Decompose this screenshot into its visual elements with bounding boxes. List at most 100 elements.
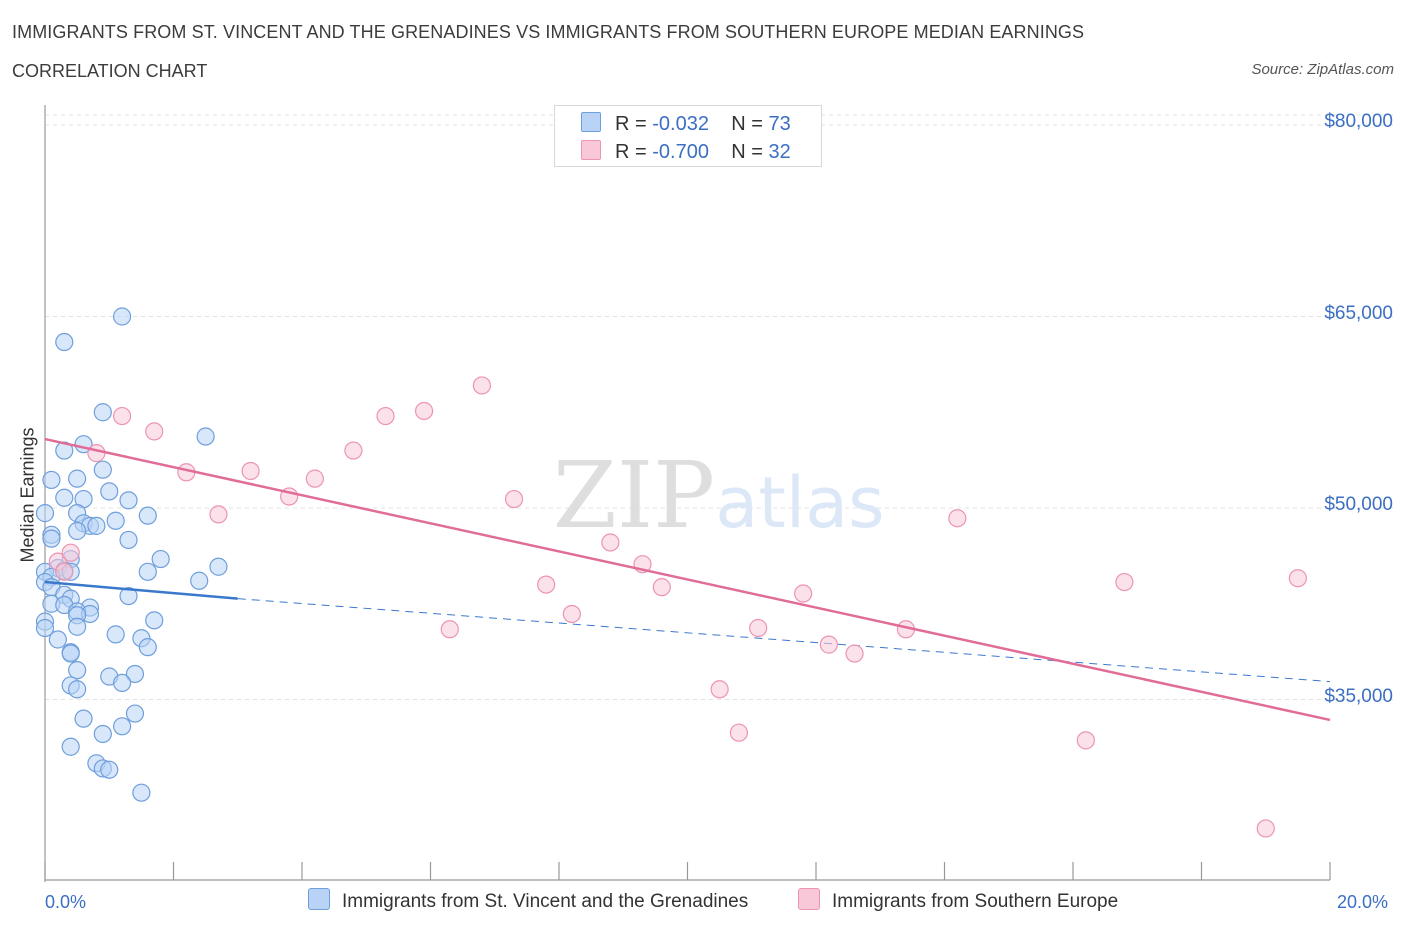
point-blue-60 [68, 680, 87, 699]
point-pink-25 [794, 584, 813, 603]
point-blue-61 [125, 704, 145, 723]
point-pink-13 [414, 401, 434, 421]
y-tick-label-80000: $80,000 [1324, 111, 1393, 132]
watermark-zip: ZIP [553, 442, 715, 549]
point-blue-16 [106, 511, 125, 530]
data-points [35, 307, 1331, 838]
y-axis-label: Median Earnings [17, 427, 38, 563]
point-blue-1 [112, 307, 132, 326]
bottom-legend-swatch-blue [308, 888, 330, 910]
legend-row-pink: R = -0.700 N = 32 [581, 140, 791, 164]
point-pink-21 [652, 578, 671, 597]
point-pink-10 [305, 469, 324, 488]
legend-r-label: R = [615, 141, 647, 163]
axes [44, 105, 1331, 882]
point-blue-49 [106, 625, 125, 644]
point-blue-33 [190, 571, 209, 590]
point-blue-65 [61, 737, 80, 756]
watermark: ZIP atlas [553, 442, 885, 549]
point-blue-13 [35, 504, 55, 523]
point-blue-15 [138, 506, 157, 525]
point-blue-9 [100, 482, 119, 501]
x-tick-label-right: 20.0% [1337, 892, 1389, 912]
point-pink-5 [145, 422, 164, 441]
trend-line-blue [44, 580, 238, 600]
point-pink-16 [504, 489, 524, 509]
point-blue-58 [112, 673, 132, 693]
point-blue-8 [68, 469, 87, 488]
point-pink-18 [562, 604, 581, 624]
point-pink-30 [1076, 731, 1095, 750]
point-blue-0 [55, 332, 74, 352]
point-blue-46 [145, 611, 164, 630]
legend-n-label: N = [731, 141, 763, 163]
point-blue-57 [125, 664, 145, 684]
point-blue-6 [93, 460, 112, 479]
point-blue-54 [61, 644, 80, 663]
legend-swatch-blue [581, 112, 601, 132]
watermark-atlas: atlas [715, 462, 884, 544]
point-pink-7 [209, 505, 228, 524]
point-blue-12 [119, 491, 138, 510]
x-tick-label-left: 0.0% [45, 892, 87, 912]
bottom-legend-blue: Immigrants from St. Vincent and the Gren… [308, 888, 748, 913]
point-pink-33 [1256, 819, 1275, 838]
point-pink-31 [1115, 572, 1134, 592]
point-pink-19 [601, 533, 620, 552]
point-pink-32 [1288, 569, 1307, 588]
legend-swatch-pink [581, 140, 601, 160]
point-pink-14 [440, 620, 459, 639]
point-blue-22 [42, 529, 61, 548]
point-blue-20 [68, 521, 87, 541]
bottom-legend-swatch-pink [798, 888, 820, 910]
legend-row-blue: R = -0.032 N = 73 [581, 112, 791, 136]
point-blue-63 [112, 717, 132, 736]
y-tick-label-35000: $35,000 [1324, 685, 1393, 707]
point-pink-11 [344, 441, 363, 460]
trend-line-pink [44, 437, 1331, 722]
point-blue-2 [93, 403, 112, 422]
point-blue-23 [119, 530, 138, 550]
point-blue-19 [87, 516, 106, 535]
legend-r-value: -0.032 [652, 113, 709, 135]
point-pink-23 [729, 723, 749, 742]
point-blue-25 [151, 549, 170, 569]
point-pink-29 [948, 509, 967, 528]
bottom-legend-label-blue: Immigrants from St. Vincent and the Gren… [342, 891, 749, 912]
chart-source: Source: ZipAtlas.com [1251, 61, 1394, 78]
point-blue-3 [196, 427, 215, 446]
point-pink-24 [749, 618, 768, 638]
point-pink-17 [537, 575, 556, 594]
point-blue-48 [35, 618, 55, 638]
point-pink-12 [376, 406, 395, 426]
trend-lines [237, 598, 1331, 683]
point-pink-26 [819, 635, 838, 654]
point-pink-4 [112, 406, 132, 426]
point-blue-31 [138, 562, 157, 581]
y-tick-label-65000: $65,000 [1324, 302, 1393, 324]
legend-n-value: 32 [768, 141, 791, 163]
chart-title: IMMIGRANTS FROM ST. VINCENT AND THE GREN… [12, 22, 1085, 42]
legend-r-label: R = [615, 113, 647, 135]
point-blue-38 [119, 586, 138, 606]
point-pink-3 [87, 444, 106, 463]
point-pink-2 [61, 543, 80, 562]
chart-subtitle: CORRELATION CHART [12, 61, 208, 81]
point-blue-47 [68, 617, 87, 636]
bottom-legend-pink: Immigrants from Southern Europe [798, 888, 1118, 913]
legend-r-value: -0.700 [652, 141, 709, 163]
point-blue-68 [100, 760, 119, 779]
point-blue-26 [209, 557, 228, 576]
point-blue-10 [55, 488, 74, 507]
stats-legend: R = -0.032 N = 73 R = -0.700 N = 32 [554, 105, 822, 167]
point-blue-62 [74, 709, 93, 728]
point-blue-64 [93, 724, 112, 744]
point-blue-69 [132, 783, 151, 802]
legend-n-value: 73 [768, 113, 791, 135]
bottom-legend-label-pink: Immigrants from Southern Europe [832, 891, 1119, 912]
point-blue-52 [138, 638, 157, 657]
point-pink-1 [55, 562, 74, 581]
point-blue-50 [48, 630, 67, 649]
point-blue-7 [42, 470, 61, 490]
